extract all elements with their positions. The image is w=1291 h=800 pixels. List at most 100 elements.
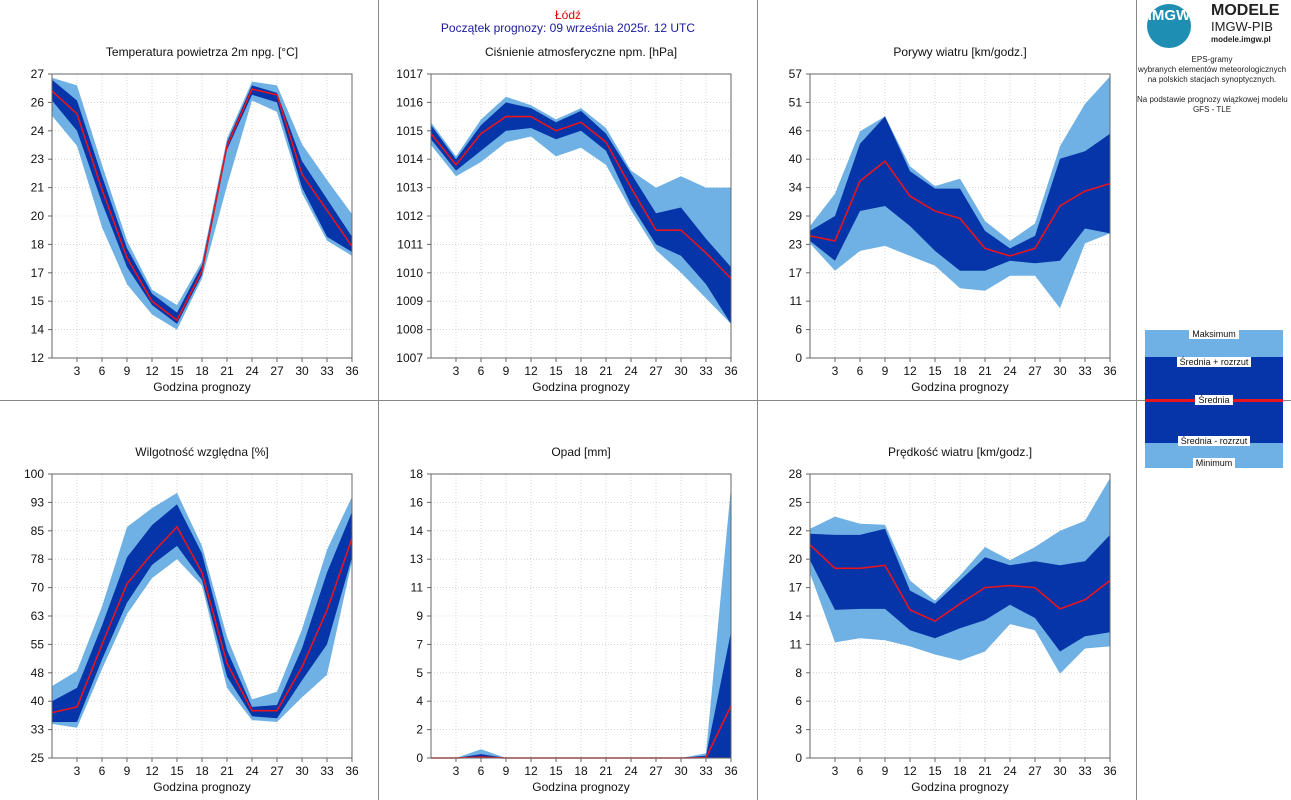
y-tick-label: 25 [31,751,45,765]
y-tick-label: 0 [795,751,802,765]
y-tick-label: 6 [795,323,802,337]
x-tick-label: 27 [270,764,284,778]
legend-min-label: Minimum [1147,458,1281,469]
x-tick-label: 18 [953,364,967,378]
x-axis-label: Godzina prognozy [532,380,629,394]
x-tick-label: 12 [145,364,159,378]
x-tick-label: 12 [524,364,538,378]
y-tick-label: 18 [31,237,45,251]
y-tick-label: 9 [416,609,423,623]
series-spread-band [52,79,352,324]
chart-panel: Wilgotność względna [%]25334048556370788… [24,445,359,794]
x-tick-label: 30 [1053,364,1067,378]
x-tick-label: 15 [170,764,184,778]
chart-title: Ciśnienie atmosferyczne npm. [hPa] [485,45,677,59]
x-tick-label: 3 [832,764,839,778]
y-tick-label: 1017 [396,67,423,81]
x-tick-label: 21 [220,764,234,778]
x-tick-label: 3 [74,764,81,778]
y-tick-label: 55 [31,637,45,651]
series-mean-line [51,525,353,714]
x-tick-label: 30 [295,364,309,378]
y-tick-label: 40 [31,694,45,708]
x-tick-label: 9 [503,364,510,378]
y-tick-label: 57 [789,67,803,81]
x-axis-label: Godzina prognozy [153,380,250,394]
y-tick-label: 25 [789,495,803,509]
x-tick-label: 21 [599,364,613,378]
x-tick-label: 27 [649,364,663,378]
x-tick-label: 27 [1028,764,1042,778]
y-tick-label: 63 [31,609,45,623]
y-tick-label: 85 [31,524,45,538]
series-mean-line [809,544,1111,623]
chart-panel: Prędkość wiatru [km/godz.]03681114172022… [789,445,1117,794]
x-tick-label: 6 [478,764,485,778]
description-line: GFS - TLE [1192,105,1232,114]
logo-subtitle: IMGW-PIB [1211,19,1273,34]
x-tick-label: 9 [503,764,510,778]
y-tick-label: 27 [31,67,45,81]
x-tick-label: 12 [524,764,538,778]
x-tick-label: 18 [574,764,588,778]
chart-panel: Ciśnienie atmosferyczne npm. [hPa] 1007 10… [396,45,738,394]
y-tick-label: 22 [789,524,803,538]
logo-url: modele.imgw.pl [1211,35,1271,44]
x-tick-label: 36 [345,364,359,378]
y-tick-label: 1013 [396,181,423,195]
y-tick-label: 17 [31,266,45,280]
x-tick-label: 15 [928,764,942,778]
x-tick-label: 36 [1103,364,1117,378]
y-tick-label: 93 [31,495,45,509]
y-tick-label: 51 [789,95,803,109]
x-axis-label: Godzina prognozy [911,780,1008,794]
x-tick-label: 6 [478,364,485,378]
x-axis-label: Godzina prognozy [153,780,250,794]
x-tick-label: 33 [320,364,334,378]
legend-plus-label: Średnia + rozrzut [1147,357,1281,368]
description-line: wybranych elementów meteorologicznych [1137,65,1287,74]
y-tick-label: 21 [31,181,45,195]
y-tick-label: 13 [410,552,424,566]
y-tick-label: 1007 [396,351,423,365]
imgw-logo-icon: IMGW [1147,4,1191,48]
x-tick-label: 24 [1003,764,1017,778]
y-tick-label: 100 [24,467,44,481]
y-tick-label: 8 [795,666,802,680]
x-tick-label: 3 [453,764,460,778]
legend-max-label: Maksimum [1147,329,1281,340]
x-axis-label: Godzina prognozy [532,780,629,794]
y-tick-label: 28 [789,467,803,481]
x-tick-label: 30 [674,364,688,378]
legend-minus-label: Średnia - rozrzut [1147,436,1281,447]
x-tick-label: 12 [145,764,159,778]
x-tick-label: 6 [857,364,864,378]
y-tick-label: 29 [789,209,803,223]
y-tick-label: 17 [789,266,803,280]
x-tick-label: 6 [857,764,864,778]
y-tick-label: 1009 [396,294,423,308]
y-tick-label: 48 [31,666,45,680]
x-tick-label: 36 [724,764,738,778]
x-tick-label: 18 [195,364,209,378]
x-tick-label: 21 [978,764,992,778]
x-tick-label: 27 [270,364,284,378]
series-mean-line [51,88,353,322]
y-tick-label: 1016 [396,95,423,109]
series-min-max-band [52,492,352,728]
x-tick-label: 9 [124,764,131,778]
description-line: Na podstawie prognozy wiązkowej modelu [1137,95,1288,104]
x-tick-label: 15 [549,764,563,778]
x-tick-label: 36 [345,764,359,778]
y-tick-label: 20 [31,209,45,223]
y-tick-label: 15 [31,294,45,308]
x-tick-label: 6 [99,764,106,778]
y-tick-label: 4 [416,694,423,708]
x-tick-label: 33 [699,764,713,778]
x-tick-label: 21 [978,364,992,378]
y-tick-label: 6 [795,694,802,708]
y-tick-label: 0 [416,751,423,765]
x-tick-label: 12 [903,364,917,378]
